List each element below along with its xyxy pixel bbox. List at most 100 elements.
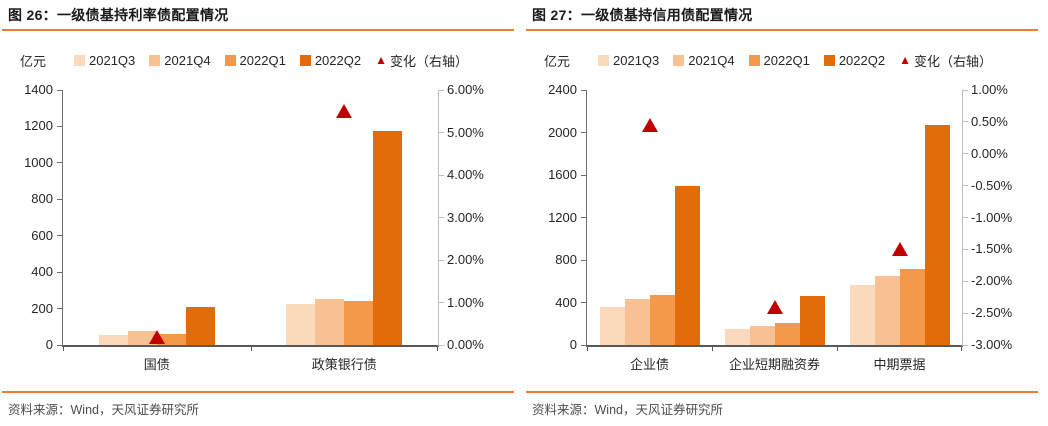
y-axis-tick-left	[57, 308, 63, 310]
source-rule	[526, 391, 1038, 393]
bar-2021Q3	[286, 304, 316, 345]
legend-item: 2022Q1	[748, 52, 810, 68]
legend-label: 2022Q1	[763, 52, 810, 68]
y-axis-tick-left	[57, 89, 63, 91]
title-rule	[526, 29, 1038, 31]
legend-swatch-icon	[149, 54, 161, 66]
legend-swatch-icon	[224, 54, 236, 66]
y-axis-label-right: 2.00%	[447, 252, 484, 267]
y-axis-label-left: 800	[31, 191, 53, 207]
y-axis-tick-left	[581, 174, 587, 176]
bar-2022Q1	[774, 322, 800, 345]
figure-title: 图 26：一级债基持利率债配置情况	[8, 7, 229, 23]
legend-swatch-icon	[74, 54, 86, 66]
y-axis-label-right: -0.50%	[971, 177, 1013, 193]
legend-swatch-icon	[748, 54, 760, 66]
x-category-label: 政策银行债	[311, 357, 377, 372]
y-axis-label-left: 600	[31, 227, 53, 243]
change-triangle	[641, 118, 658, 133]
y-axis-label-left: 800	[555, 252, 577, 267]
y-axis-tick-right	[962, 217, 968, 218]
bar-2021Q3	[724, 329, 750, 345]
y-axis-label-right: 0.50%	[971, 113, 1008, 129]
legend-swatch-icon	[823, 54, 835, 66]
source-rule	[2, 391, 514, 393]
legend: 亿元 2021Q3 2021Q4 2022Q1 2022Q2 ▲ 变化（右轴）	[544, 51, 992, 69]
y-axis-label-right: 6.00%	[447, 82, 484, 97]
y-axis-label-right: -1.00%	[971, 209, 1013, 225]
figure-panel-26: 图 26：一级债基持利率债配置情况 亿元 2021Q3 2021Q4 2022Q1 2…	[2, 7, 514, 417]
bar-2021Q4	[624, 299, 650, 345]
y-axis-label-right: -1.50%	[971, 241, 1013, 257]
y-axis-tick-right	[962, 121, 968, 123]
legend: 亿元 2021Q3 2021Q4 2022Q1 2022Q2 ▲ 变化（右轴）	[20, 51, 468, 69]
legend-item: 2021Q4	[673, 53, 735, 68]
source-note: 资料来源：Wind，天风证券研究所	[532, 403, 723, 417]
y-axis-label-right: -2.50%	[971, 305, 1013, 321]
bar-2022Q1	[156, 334, 186, 345]
y-axis-tick-right	[962, 248, 968, 250]
y-axis-tick-left	[581, 344, 587, 346]
legend-swatch-icon	[299, 54, 311, 66]
y-axis-tick-left	[57, 198, 63, 200]
y-axis-label-right: 1.00%	[971, 82, 1008, 97]
title-rule	[2, 29, 514, 31]
legend-label: 2021Q3	[89, 52, 136, 68]
bar-2021Q3	[599, 306, 625, 345]
y-axis-label-left: 1400	[24, 82, 53, 97]
legend-label: 变化（右轴）	[913, 53, 992, 69]
bar-2022Q2	[185, 306, 215, 345]
y-axis-label-left: 1200	[24, 118, 53, 134]
y-axis-tick-right	[438, 217, 444, 218]
x-category-label: 企业短期融资券	[728, 357, 820, 372]
bar-2022Q2	[924, 125, 950, 345]
y-axis-label-left: 2000	[548, 124, 577, 140]
legend-label: 2022Q2	[314, 52, 362, 68]
y-axis-label-left: 0	[569, 337, 577, 352]
y-axis-tick-right	[962, 89, 968, 91]
x-category-label: 国债	[143, 357, 170, 372]
bar-2021Q3	[849, 284, 875, 345]
legend-label: 2021Q4	[164, 52, 211, 68]
y-axis-label-left: 1600	[548, 167, 577, 182]
legend-item: ▲ 变化（右轴）	[375, 51, 468, 70]
legend-item: 2022Q2	[299, 52, 362, 68]
change-triangle	[148, 329, 165, 344]
y-axis-tick-right	[438, 89, 444, 91]
bar-2022Q1	[649, 295, 675, 345]
legend-triangle-icon: ▲	[899, 52, 911, 67]
x-axis-tick	[63, 345, 64, 351]
y-axis-tick-right	[438, 174, 444, 176]
legend-item: 2021Q3	[598, 53, 659, 68]
y-axis-label-right: 0.00%	[971, 145, 1008, 161]
y-axis-tick-left	[581, 89, 587, 91]
bar-2022Q2	[373, 130, 403, 345]
y-axis-label-left: 1000	[24, 154, 53, 170]
x-axis-tick	[250, 345, 252, 351]
y-axis-tick-right	[962, 185, 968, 187]
legend-label: 变化（右轴）	[389, 53, 468, 69]
y-axis-tick-right	[962, 280, 968, 282]
y-axis-tick-left	[581, 132, 587, 133]
figure-title: 图 27：一级债基持信用债配置情况	[532, 7, 753, 23]
plot-area: 0 400 800 1200 1600 2000 2400 -3.00% -2.50% -2.00…	[548, 82, 1012, 372]
y-axis-tick-left	[581, 259, 587, 261]
y-axis-tick-left	[57, 271, 63, 273]
legend-item: 2021Q3	[74, 53, 135, 68]
y-axis-tick-right	[962, 344, 968, 346]
y-axis-label-left: 2400	[548, 82, 577, 97]
bar-2022Q1	[344, 301, 374, 345]
change-triangle	[766, 299, 783, 314]
y-axis-tick-left	[57, 162, 63, 164]
y-axis-label-left: 400	[31, 264, 53, 280]
y-axis-tick-left	[581, 302, 587, 303]
y-axis-label-left: 200	[31, 300, 53, 316]
change-triangle	[891, 242, 908, 257]
y-axis-tick-left	[57, 235, 63, 237]
axis-unit-label: 亿元	[20, 53, 47, 69]
y-axis-label-right: -3.00%	[971, 337, 1013, 352]
y-axis-tick-right	[438, 302, 444, 303]
y-axis-tick-left	[581, 217, 587, 218]
y-axis-tick-left	[57, 125, 63, 127]
